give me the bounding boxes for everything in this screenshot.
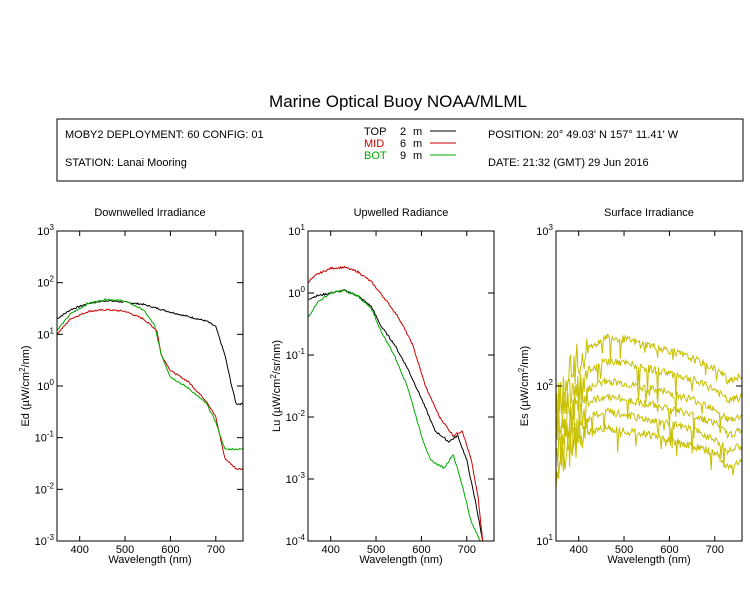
series-group [308,265,484,541]
chart-title: Upwelled Radiance [354,207,449,219]
series-line-top [57,299,243,406]
series-line-mid [308,265,484,541]
chart-title: Downwelled Irradiance [94,207,205,219]
legend-entry-bot: BOT 9 m [364,150,456,162]
x-tick-label: 600 [660,544,678,556]
x-tick-label: 500 [615,544,633,556]
date-text: DATE: 21:32 (GMT) 29 Jun 2016 [488,157,649,169]
x-tick-label: 500 [116,544,134,556]
x-tick-label: 600 [161,544,179,556]
legend-depth-mid: 6 [400,138,406,150]
series-line-es-4 [556,388,742,467]
x-axis-label: Wavelength (nm) [359,554,442,566]
y-tick-label: 101 [536,533,553,548]
chart-panels: Downwelled Irradiance 400 500 600 700 Wavelen… [18,207,743,566]
x-tick-label: 700 [706,544,724,556]
series-group [57,297,243,471]
chart-title: Surface Irradiance [604,207,694,219]
x-tick-label: 500 [367,544,385,556]
legend-label-bot: BOT [364,150,387,162]
x-tick-label: 400 [570,544,588,556]
chart-panel-3: Surface Irradiance 400 500 600 700 Wavelength… [517,207,743,566]
legend: TOP 2 m MID 6 m BOT 9 m [364,126,456,162]
legend-depth-top: 2 [400,126,406,138]
y-tick-label: 102 [37,275,54,290]
series-line-es-1 [556,333,742,438]
station-text: STATION: Lanai Mooring [65,157,187,169]
x-tick-label: 400 [322,544,340,556]
y-tick-label: 102 [536,378,553,393]
x-axis-label: Wavelength (nm) [108,554,191,566]
legend-unit-top: m [413,126,422,138]
series-line-es-2 [556,357,742,440]
series-line-mid [57,308,243,471]
y-axis-label: Lu (µW/cm2/sr/nm) [269,340,283,432]
series-line-bot [57,297,243,451]
series-line-es-6 [556,418,742,491]
y-tick-label: 10-4 [286,533,306,548]
y-tick-label: 101 [37,326,54,341]
series-line-bot [308,289,481,541]
series-line-top [308,288,484,541]
y-tick-label: 103 [536,223,553,238]
x-tick-label: 700 [458,544,476,556]
chart-panel-1: Downwelled Irradiance 400 500 600 700 Wavelen… [18,207,244,566]
legend-label-top: TOP [364,126,386,138]
legend-entry-mid: MID 6 m [364,138,456,150]
legend-entry-top: TOP 2 m [364,126,456,138]
info-box [56,118,744,182]
plot-frame [56,230,244,542]
legend-depth-bot: 9 [400,150,406,162]
legend-unit-bot: m [413,150,422,162]
y-tick-label: 10-2 [35,481,55,496]
x-axis-label: Wavelength (nm) [607,554,690,566]
y-tick-label: 100 [288,285,305,300]
y-tick-label: 10-3 [35,533,55,548]
legend-label-mid: MID [364,138,384,150]
x-tick-label: 400 [71,544,89,556]
y-tick-label: 10-1 [35,430,55,445]
y-tick-label: 10-1 [286,347,306,362]
legend-unit-mid: m [413,138,422,150]
y-tick-label: 103 [37,223,54,238]
x-tick-label: 600 [412,544,430,556]
deployment-text: MOBY2 DEPLOYMENT: 60 CONFIG: 01 [65,129,264,141]
y-tick-label: 100 [37,378,54,393]
y-tick-label: 10-2 [286,409,306,424]
y-tick-label: 10-3 [286,471,306,486]
position-text: POSITION: 20° 49.03' N 157° 11.41' W [488,129,679,141]
chart-panel-2: Upwelled Radiance 400 500 600 700 Wavelength … [269,207,495,566]
figure-title: Marine Optical Buoy NOAA/MLML [269,92,527,111]
y-axis-label: Es (µW/cm2/nm) [517,346,531,426]
y-axis-label: Ed (µW/cm2/nm) [18,345,32,426]
plot-frame [307,230,495,542]
x-tick-label: 700 [207,544,225,556]
series-line-es-5 [556,407,742,479]
y-tick-label: 101 [288,223,305,238]
series-group [556,333,742,491]
